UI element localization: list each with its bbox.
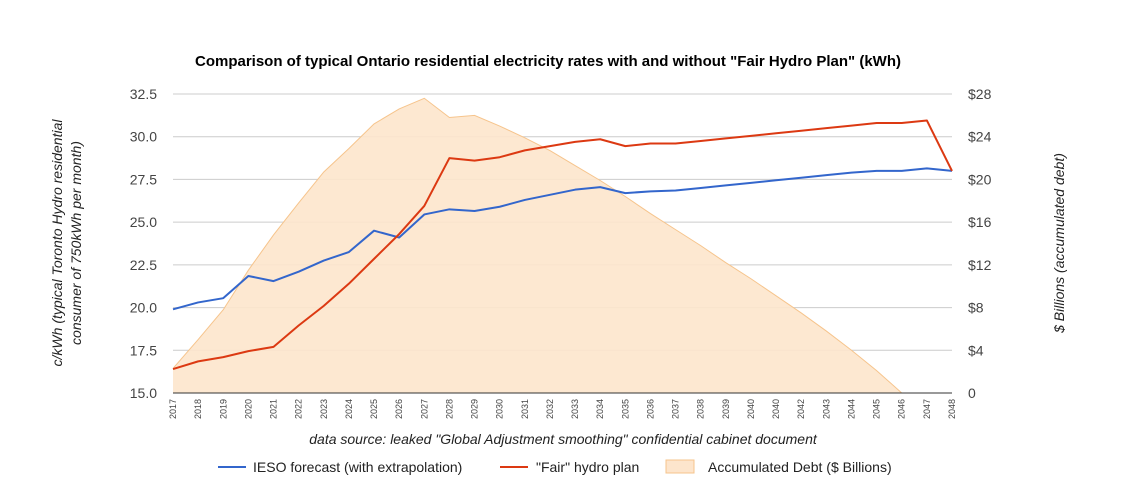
x-tick-label: 2037 [671,399,681,419]
x-tick-label: 2043 [821,399,831,419]
x-tick-label: 2022 [294,399,304,419]
x-tick-label: 2031 [520,399,530,419]
right-tick-label: $28 [968,86,992,102]
x-tick-label: 2036 [645,399,655,419]
x-tick-label: 2021 [269,399,279,419]
left-tick-label: 25.0 [130,214,157,230]
x-tick-label: 2039 [721,399,731,419]
x-tick-label: 2030 [495,399,505,419]
x-tick-label: 2020 [243,399,253,419]
x-tick-label: 2035 [620,399,630,419]
x-tick-label: 2044 [846,399,856,419]
left-tick-label: 27.5 [130,171,157,187]
left-tick-label: 20.0 [130,300,157,316]
left-tick-label: 32.5 [130,86,157,102]
left-tick-label: 22.5 [130,257,157,273]
x-tick-label: 2040 [746,399,756,419]
x-tick-label: 2018 [193,399,203,419]
x-tick-label: 2046 [897,399,907,419]
legend-label-ieso: IESO forecast (with extrapolation) [253,459,462,475]
x-tick-label: 2040 [771,399,781,419]
right-tick-label: $16 [968,214,992,230]
chart-title: Comparison of typical Ontario residentia… [195,53,901,70]
fair-hydro-line [172,119,953,371]
x-tick-label: 2024 [344,399,354,419]
x-tick-label: 2023 [319,399,329,419]
right-tick-label: $24 [968,129,992,145]
x-tick-label: 2026 [394,399,404,419]
left-tick-label: 15.0 [130,385,157,401]
debt-area-layer [172,97,952,394]
x-tick-label: 2033 [570,399,580,419]
x-tick-label: 2019 [218,399,228,419]
x-tick-label: 2027 [419,399,429,419]
x-tick-label: 2028 [444,399,454,419]
x-tick-label: 2048 [947,399,957,419]
legend-label-fair-hydro: "Fair" hydro plan [536,459,639,475]
x-tick-label: 2017 [168,399,178,419]
x-tick-labels: 2017 2018 2019 2020 2021 2022 2023 2024 2025 2026… [168,399,957,419]
x-tick-label: 2025 [369,399,379,419]
x-tick-label: 2034 [595,399,605,419]
right-axis-title: $ Billions (accumulated debt) [1051,153,1067,334]
x-tick-label: 2032 [545,399,555,419]
legend-swatch-debt [665,459,695,474]
legend-item-ieso[interactable]: IESO forecast (with extrapolation) [218,459,462,475]
source-note: data source: leaked "Global Adjustment s… [309,431,818,447]
right-tick-label: $8 [968,300,984,316]
x-tick-label: 2047 [922,399,932,419]
x-tick-label: 2045 [872,399,882,419]
x-tick-label: 2042 [796,399,806,419]
left-tick-label: 17.5 [130,342,157,358]
legend-label-debt: Accumulated Debt ($ Billions) [708,459,892,475]
right-tick-label: $20 [968,171,992,187]
left-axis-title-line-1: c/kWh (typical Toronto Hydro residential [49,119,65,367]
left-axis-title-line-2: consumer of 750kWh per month) [68,141,84,345]
legend: IESO forecast (with extrapolation) "Fair… [218,459,892,475]
ieso-forecast-line [172,167,953,311]
debt-area-fill [173,98,952,394]
x-tick-label: 2029 [470,399,480,419]
debt-area-outline [172,97,952,394]
left-tick-label: 30.0 [130,129,157,145]
legend-item-debt[interactable]: Accumulated Debt ($ Billions) [665,459,892,475]
right-y-tick-labels: 0 $4 $8 $12 $16 $20 $24 $28 [968,86,992,401]
legend-item-fair-hydro[interactable]: "Fair" hydro plan [500,459,639,475]
right-tick-label: 0 [968,385,976,401]
right-tick-label: $4 [968,342,984,358]
x-tick-label: 2038 [696,399,706,419]
series-lines [172,119,953,371]
left-y-tick-labels: 15.0 17.5 20.0 22.5 25.0 27.5 30.0 32.5 [130,86,157,401]
right-tick-label: $12 [968,257,992,273]
